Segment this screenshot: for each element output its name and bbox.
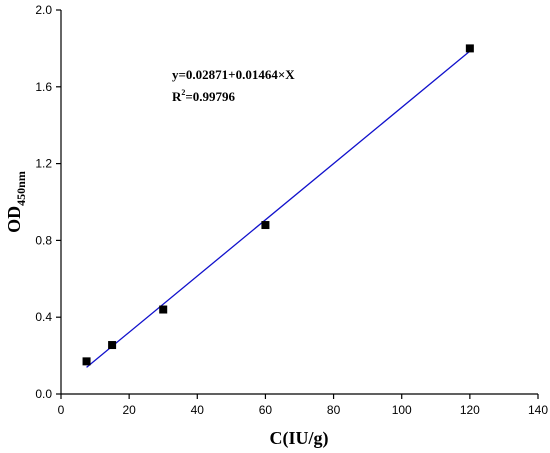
r-squared-value: =0.99796 (185, 89, 235, 104)
x-tick-label: 120 (460, 403, 480, 417)
x-tick-label: 40 (191, 403, 205, 417)
data-point (82, 357, 91, 366)
y-axis-title-main: OD (4, 206, 24, 233)
data-points-layer (82, 44, 474, 366)
data-point (159, 305, 168, 314)
r-squared-r: R (172, 89, 182, 104)
x-tick-label: 140 (528, 403, 548, 417)
r-squared-sup: 2 (181, 88, 185, 97)
y-tick-label: 0.0 (35, 387, 52, 401)
data-point (108, 341, 117, 350)
y-tick-label: 2.0 (35, 3, 52, 17)
fit-line-layer (86, 50, 471, 368)
x-ticks: 0 20 40 60 80 100 120 140 (58, 394, 548, 417)
x-tick-label: 0 (58, 403, 65, 417)
data-point (261, 221, 270, 230)
y-ticks: 0.0 0.4 0.8 1.2 1.6 2.0 (35, 3, 61, 401)
y-tick-label: 1.2 (35, 157, 52, 171)
x-axis-title: C(IU/g) (270, 428, 329, 449)
x-tick-label: 20 (122, 403, 136, 417)
y-tick-label: 1.6 (35, 80, 52, 94)
regression-equation: y=0.02871+0.01464×X (172, 67, 295, 82)
y-axis-title: OD450nm (4, 171, 28, 233)
x-tick-label: 80 (327, 403, 341, 417)
r-squared-label: R2=0.99796 (172, 88, 236, 104)
regression-line (86, 50, 471, 368)
data-point (465, 44, 474, 53)
y-axis-title-subscript: 450nm (14, 171, 28, 206)
x-tick-label: 100 (392, 403, 412, 417)
y-tick-label: 0.4 (35, 310, 52, 324)
x-tick-label: 60 (259, 403, 273, 417)
y-tick-label: 0.8 (35, 233, 52, 247)
